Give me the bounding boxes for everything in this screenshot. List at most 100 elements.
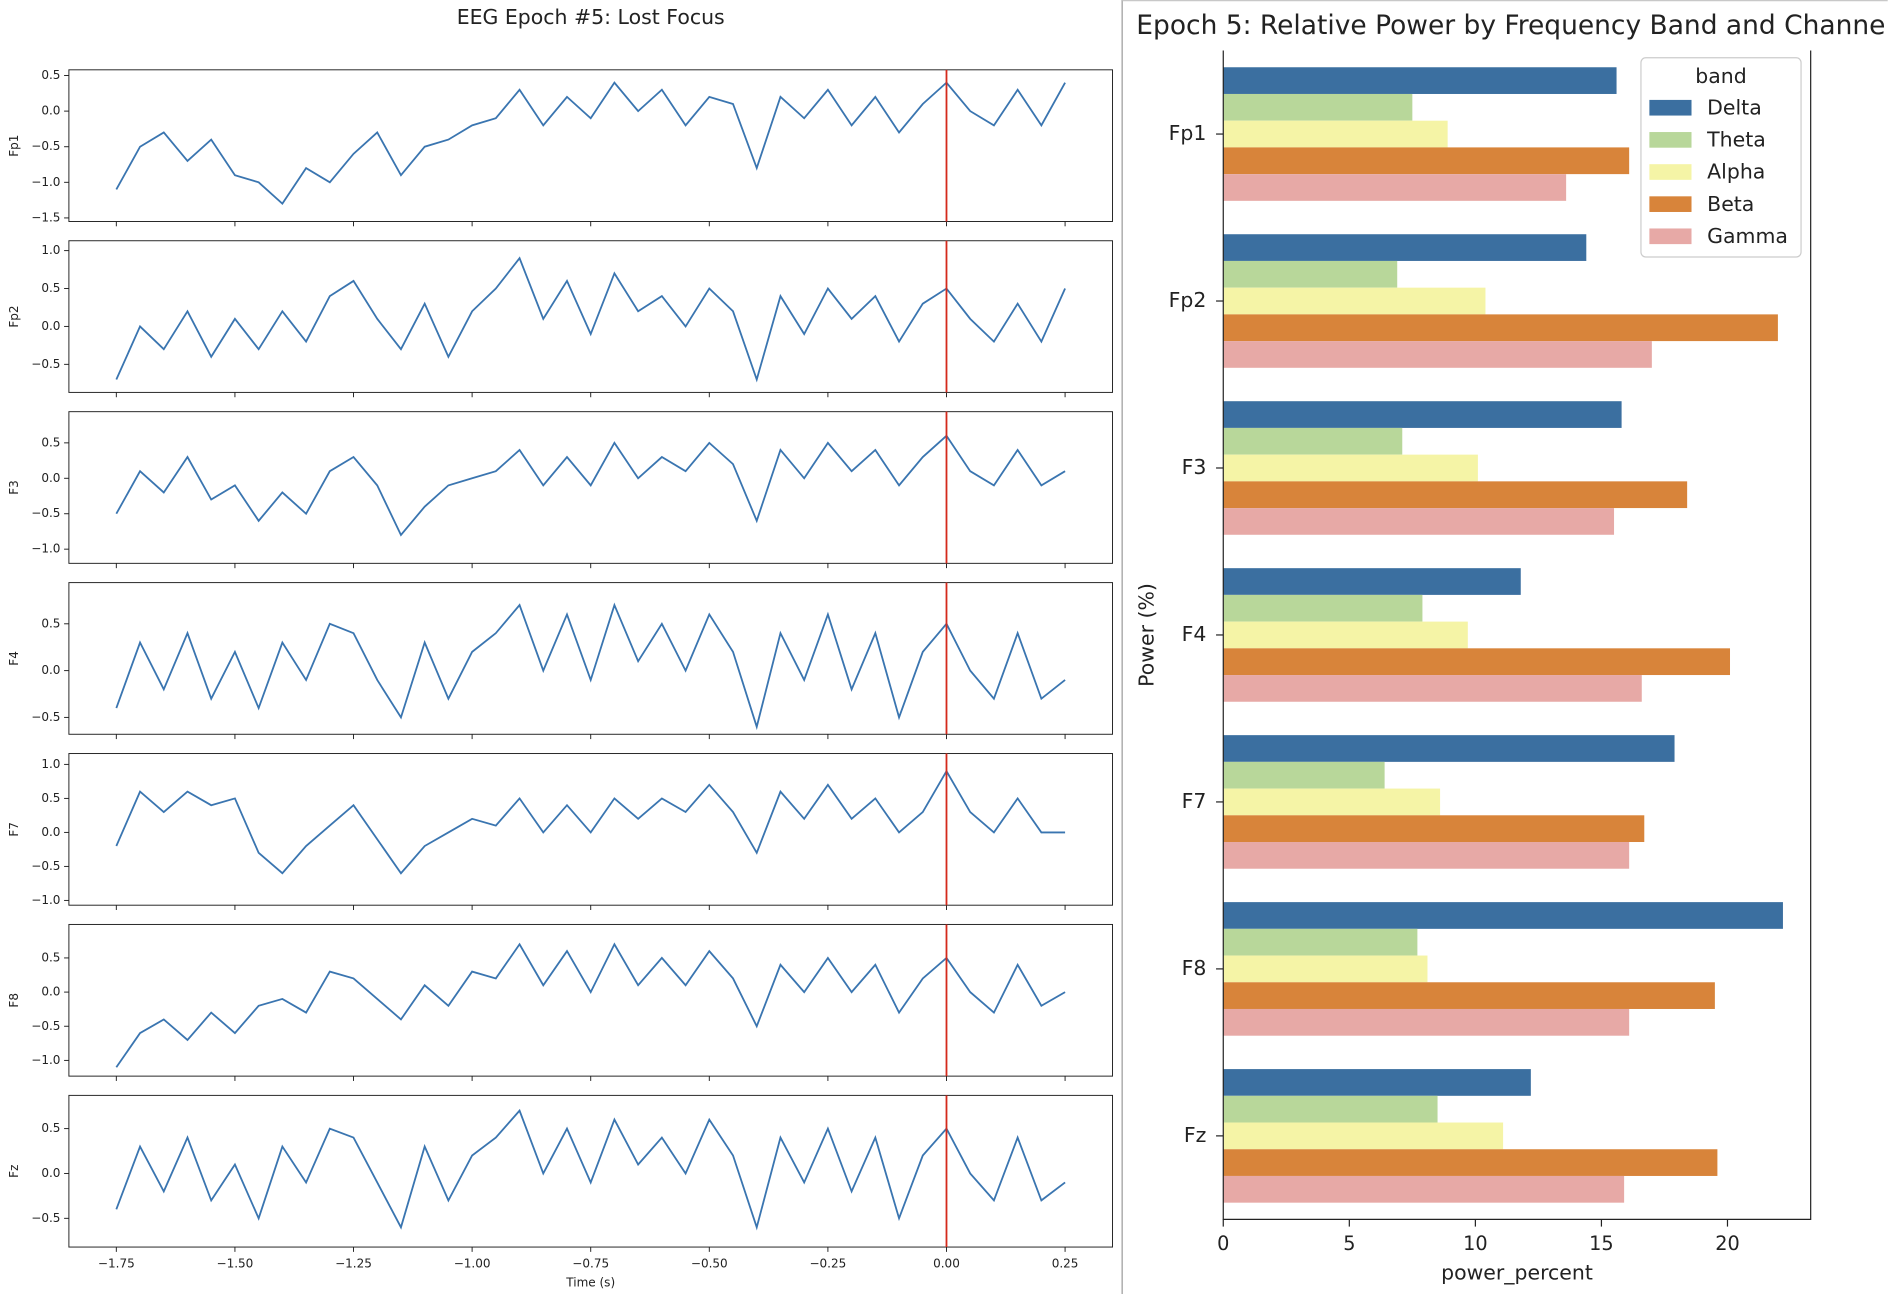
x-axis-label: power_percent	[1441, 1261, 1593, 1286]
bar	[1223, 341, 1652, 368]
legend-label: Delta	[1707, 95, 1762, 119]
x-tick-label: −1.25	[335, 1256, 372, 1270]
y-tick-label: F4	[1182, 622, 1207, 646]
bar	[1223, 174, 1567, 201]
legend-swatch	[1649, 228, 1692, 245]
bar	[1223, 67, 1617, 94]
eeg-line	[115, 256, 1066, 383]
bar	[1223, 508, 1615, 535]
y-tick-label: 0.0	[41, 1166, 60, 1180]
bar	[1223, 454, 1478, 482]
y-tick-label: 0.5	[41, 616, 60, 630]
panel-frame	[68, 411, 1114, 564]
eeg-line	[115, 434, 1066, 537]
bar	[1223, 147, 1630, 175]
y-tick-label: F3	[1182, 455, 1207, 479]
y-axis-label: Fp2	[7, 305, 21, 327]
x-tick-label: 15	[1589, 1232, 1613, 1255]
x-tick-label: 5	[1343, 1232, 1355, 1255]
bar	[1223, 902, 1783, 929]
y-tick-label: 0.5	[41, 1121, 60, 1135]
y-axis-label: Fz	[7, 1165, 21, 1178]
y-tick-label: −0.5	[31, 506, 60, 520]
eeg-line	[115, 1108, 1066, 1231]
bar	[1223, 1095, 1438, 1123]
y-tick-label: 0.0	[41, 825, 60, 839]
y-tick-label: −1.0	[31, 542, 60, 556]
bar	[1223, 1175, 1625, 1203]
bar	[1223, 287, 1486, 315]
y-tick-label: 0.5	[41, 68, 60, 82]
panel-frame	[68, 923, 1114, 1077]
x-tick-label: 20	[1715, 1232, 1739, 1255]
y-tick-label: −1.0	[31, 175, 60, 189]
bar	[1223, 1122, 1504, 1150]
axes-frame	[1222, 50, 1812, 1220]
y-tick-label: 0.0	[41, 319, 60, 333]
legend-swatch	[1649, 99, 1692, 116]
bar	[1223, 568, 1521, 595]
y-tick-label: −0.5	[31, 1019, 60, 1033]
bar	[1223, 621, 1468, 649]
chart-title: Epoch 5: Relative Power by Frequency Ban…	[1136, 10, 1888, 41]
bar	[1223, 735, 1675, 762]
y-tick-label: 0.5	[41, 281, 60, 295]
bar	[1223, 234, 1587, 261]
y-tick-label: 1.0	[41, 243, 60, 257]
y-tick-label: −0.5	[31, 357, 60, 371]
y-tick-label: Fp2	[1169, 288, 1207, 312]
y-axis-label: F8	[7, 993, 21, 1008]
bar	[1223, 401, 1622, 428]
y-axis-label: Power (%)	[1134, 583, 1158, 687]
x-tick-label: −0.25	[809, 1256, 846, 1270]
bar	[1223, 93, 1413, 121]
legend-label: Theta	[1706, 127, 1766, 151]
y-tick-label: −1.0	[31, 1053, 60, 1067]
x-tick-label: −0.50	[691, 1256, 728, 1270]
legend-swatch	[1649, 132, 1692, 148]
x-tick-label: −1.00	[454, 1256, 491, 1270]
bar	[1223, 481, 1688, 509]
legend-swatch	[1649, 196, 1692, 212]
y-axis-label: F4	[7, 651, 21, 666]
y-axis-label: Fp1	[7, 135, 21, 157]
y-tick-label: 0.0	[41, 663, 60, 677]
eeg-line	[115, 942, 1066, 1068]
bar	[1223, 842, 1630, 869]
y-tick-label: 0.5	[41, 950, 60, 964]
x-tick-label: 0.00	[933, 1256, 960, 1270]
bar	[1223, 815, 1645, 843]
bar	[1223, 594, 1423, 622]
y-axis-label: F7	[7, 822, 21, 837]
y-tick-label: −0.5	[31, 139, 60, 153]
y-tick-label: 0.0	[41, 985, 60, 999]
y-axis-label: F3	[7, 480, 21, 495]
bar	[1223, 314, 1778, 342]
y-tick-label: −0.5	[31, 1211, 60, 1225]
bar	[1223, 1149, 1718, 1176]
y-tick-label: −0.5	[31, 859, 60, 873]
legend-label: Gamma	[1707, 224, 1788, 248]
y-tick-label: 0.5	[41, 791, 60, 805]
x-tick-label: 10	[1463, 1232, 1487, 1255]
bar	[1223, 788, 1441, 816]
y-tick-label: −0.5	[31, 710, 60, 724]
y-tick-label: F8	[1182, 956, 1207, 980]
x-tick-label: 0.25	[1052, 1256, 1079, 1270]
bar	[1223, 675, 1642, 702]
y-tick-label: 0.0	[41, 471, 60, 485]
bar	[1223, 648, 1731, 676]
eeg-line	[115, 81, 1066, 206]
y-tick-label: 0.5	[41, 435, 60, 449]
chart-title: EEG Epoch #5: Lost Focus	[457, 5, 725, 29]
eeg-line	[115, 602, 1066, 731]
bar	[1223, 761, 1385, 789]
x-tick-label: −1.75	[98, 1256, 135, 1270]
y-tick-label: Fp1	[1169, 121, 1207, 145]
y-tick-label: −1.5	[31, 210, 60, 224]
bar	[1223, 260, 1398, 288]
bar	[1223, 1069, 1531, 1096]
